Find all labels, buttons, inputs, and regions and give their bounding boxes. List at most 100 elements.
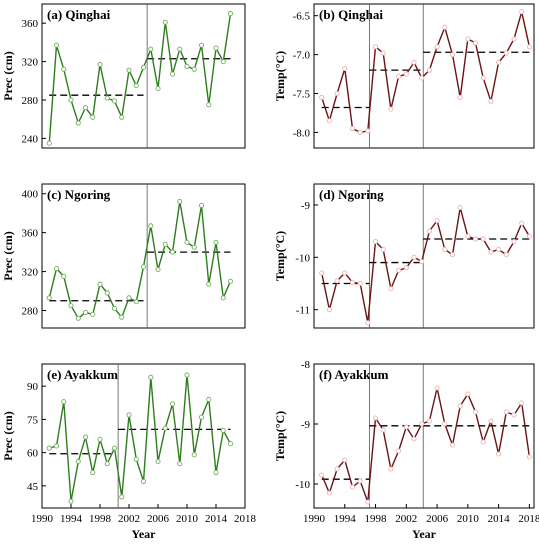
data-point-a-14 xyxy=(148,46,154,52)
x-tick-label-e-1: 1994 xyxy=(60,513,83,525)
series-line-a xyxy=(48,13,232,144)
y-tick-label-a-3: 360 xyxy=(22,18,39,30)
data-point-d-10 xyxy=(396,267,402,273)
data-point-b-9 xyxy=(388,106,394,112)
x-tick-label-e-3: 2002 xyxy=(118,513,140,525)
data-point-a-6 xyxy=(90,114,96,120)
data-point-f-2 xyxy=(334,466,340,472)
data-point-d-22 xyxy=(488,249,494,255)
panel-e: 45 60 75 90 1990 1994 1998 2002 2006 2010 2014 2018… xyxy=(1,363,257,541)
data-point-d-5 xyxy=(357,280,363,287)
data-point-d-9 xyxy=(388,286,394,292)
data-point-f-17 xyxy=(449,442,456,448)
data-point-c-20 xyxy=(191,244,197,250)
plot-frame-e xyxy=(41,363,246,509)
data-point-d-25 xyxy=(511,239,517,245)
data-point-e-14 xyxy=(148,374,154,380)
data-point-b-15 xyxy=(434,44,440,50)
panel-title-f: (f) Ayakkum xyxy=(319,367,389,382)
data-point-e-13 xyxy=(140,478,147,484)
y-tick-label-f-1: -9 xyxy=(301,419,311,431)
x-tick-label-f-7: 2018 xyxy=(518,513,539,525)
data-point-d-0 xyxy=(319,270,325,276)
data-point-d-17 xyxy=(449,252,456,258)
data-point-b-5 xyxy=(357,129,363,135)
data-point-f-22 xyxy=(488,418,494,424)
data-point-f-19 xyxy=(465,391,471,397)
data-point-d-23 xyxy=(496,246,502,253)
x-axis-label-f: Year xyxy=(412,527,437,541)
y-tick-label-a-0: 240 xyxy=(22,133,39,145)
data-point-a-22 xyxy=(206,102,212,108)
data-point-b-8 xyxy=(380,50,386,56)
data-point-d-4 xyxy=(349,279,356,285)
data-point-f-13 xyxy=(419,421,425,427)
plot-frame-a xyxy=(41,3,246,149)
data-point-d-20 xyxy=(472,236,479,242)
y-tick-label-b-0: -8.0 xyxy=(293,127,311,139)
data-point-f-20 xyxy=(472,409,479,415)
y-axis-label-b: Temp(°C) xyxy=(273,51,287,101)
data-point-e-17 xyxy=(169,401,176,407)
data-point-c-22 xyxy=(206,281,212,287)
data-point-b-11 xyxy=(403,71,409,77)
y-tick-label-b-3: -6.5 xyxy=(293,11,311,23)
x-tick-label-e-5: 2010 xyxy=(176,513,199,525)
data-point-e-23 xyxy=(213,470,219,476)
data-point-a-10 xyxy=(119,114,125,120)
data-point-e-10 xyxy=(119,494,125,500)
data-point-d-24 xyxy=(503,252,509,258)
y-axis-label-a: Prec (cm) xyxy=(1,51,15,100)
data-point-b-21 xyxy=(480,75,486,81)
series-line-f xyxy=(321,387,531,503)
data-point-f-27 xyxy=(526,454,532,460)
panel-b: -8.0 -7.5 -7.0 -6.5 (b) Qinghai Temp(°C) xyxy=(273,3,535,149)
data-point-f-1 xyxy=(326,490,332,496)
data-point-b-1 xyxy=(326,118,332,124)
data-point-e-16 xyxy=(162,425,168,431)
data-point-e-19 xyxy=(184,372,190,378)
data-point-c-21 xyxy=(198,202,205,208)
data-point-c-2 xyxy=(61,273,67,279)
data-point-a-20 xyxy=(191,66,197,72)
data-point-e-11 xyxy=(126,412,132,418)
x-tick-label-e-6: 2014 xyxy=(205,513,228,525)
data-point-a-13 xyxy=(140,64,147,70)
data-point-a-23 xyxy=(213,45,219,51)
data-point-b-20 xyxy=(472,40,479,46)
data-point-c-25 xyxy=(227,278,234,284)
data-point-d-3 xyxy=(342,270,348,276)
y-tick-label-a-2: 320 xyxy=(22,57,39,69)
x-tick-label-e-0: 1990 xyxy=(31,513,54,525)
data-point-c-24 xyxy=(220,295,226,301)
data-point-a-16 xyxy=(162,19,168,25)
data-point-b-13 xyxy=(419,75,425,81)
x-tick-label-f-1: 1994 xyxy=(334,513,357,525)
data-point-b-19 xyxy=(465,36,471,42)
data-point-a-5 xyxy=(82,105,89,111)
data-point-b-22 xyxy=(488,98,494,104)
data-point-c-10 xyxy=(119,314,125,320)
data-point-c-9 xyxy=(111,305,118,312)
data-point-f-11 xyxy=(403,424,409,430)
data-point-c-14 xyxy=(148,223,154,229)
data-point-b-27 xyxy=(526,44,532,50)
x-tick-label-f-5: 2010 xyxy=(457,513,480,525)
y-axis-label-f: Temp(°C) xyxy=(273,411,287,461)
data-point-f-4 xyxy=(349,484,356,490)
panel-title-d: (d) Ngoring xyxy=(319,187,384,202)
data-point-f-7 xyxy=(372,415,379,421)
y-axis-label-d: Temp(°C) xyxy=(273,231,287,281)
data-point-b-14 xyxy=(426,67,432,73)
data-point-f-10 xyxy=(396,448,402,454)
panel-title-e: (e) Ayakkum xyxy=(47,367,118,382)
data-point-f-9 xyxy=(388,466,394,472)
y-tick-label-d-0: -11 xyxy=(296,305,310,317)
data-point-f-26 xyxy=(519,400,525,406)
data-point-e-15 xyxy=(155,458,161,465)
data-point-c-15 xyxy=(155,267,161,273)
data-point-a-8 xyxy=(104,95,110,101)
data-point-a-25 xyxy=(227,11,234,17)
series-line-e xyxy=(49,375,232,502)
